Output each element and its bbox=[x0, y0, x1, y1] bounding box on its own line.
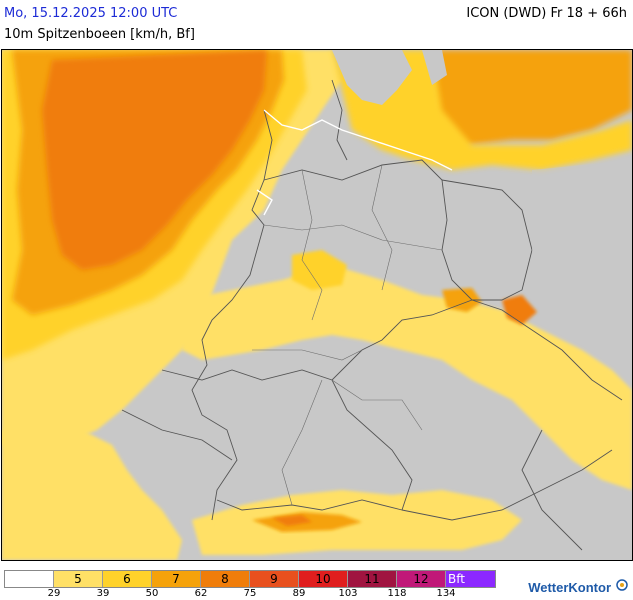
gust-zone-6-baltic-coast bbox=[332, 50, 632, 170]
legend-tick-label: 89 bbox=[292, 588, 306, 599]
brand-sun-icon bbox=[616, 579, 628, 591]
legend-segment: 8 bbox=[201, 571, 250, 587]
legend-segment: 7 bbox=[152, 571, 201, 587]
legend-tick-label: 75 bbox=[243, 588, 257, 599]
east-calm-land bbox=[532, 160, 632, 350]
brand-logo: WetterKontor bbox=[528, 580, 611, 595]
color-legend: 5 6 7 8 9 10 11 12 Bft bbox=[4, 570, 496, 588]
legend-tick-label: 103 bbox=[338, 588, 358, 599]
gust-map bbox=[1, 49, 633, 561]
legend-segment: 5 bbox=[54, 571, 103, 587]
legend-segment: 12 bbox=[397, 571, 446, 587]
legend-segment bbox=[5, 571, 54, 587]
scandinavia-land bbox=[332, 50, 412, 105]
gust-zone-6-harz bbox=[292, 250, 347, 290]
gust-zone-8-alps bbox=[272, 515, 312, 526]
legend-segment: 9 bbox=[250, 571, 299, 587]
legend-segment: 11 bbox=[348, 571, 397, 587]
gust-zone-7-erzgebirge bbox=[442, 288, 482, 312]
legend-tick-label: 39 bbox=[96, 588, 110, 599]
legend-segment: 6 bbox=[103, 571, 152, 587]
legend-tick-label: 62 bbox=[194, 588, 208, 599]
country-borders bbox=[121, 79, 623, 551]
parameter-label: 10m Spitzenboeen [km/h, Bf] bbox=[4, 27, 195, 42]
legend-segment: Bft bbox=[446, 571, 495, 587]
forecast-date: Mo, 15.12.2025 12:00 UTC bbox=[4, 6, 178, 21]
legend-tick-label: 29 bbox=[47, 588, 61, 599]
gust-zone-5-southwest bbox=[2, 430, 182, 560]
legend-tick-label: 118 bbox=[387, 588, 407, 599]
gust-map-canvas bbox=[2, 50, 632, 560]
legend-segment: 10 bbox=[299, 571, 348, 587]
gust-zone-8-northsea bbox=[42, 50, 267, 270]
legend-ticks: 29 39 50 62 75 89 103 118 134 bbox=[4, 588, 504, 600]
legend-tick-label: 50 bbox=[145, 588, 159, 599]
legend-tick-label: 134 bbox=[436, 588, 456, 599]
skandinavien-east-land bbox=[422, 50, 447, 85]
gust-zone-7-baltic bbox=[432, 50, 632, 150]
state-borders bbox=[252, 164, 443, 506]
model-run: ICON (DWD) Fr 18 + 66h bbox=[466, 6, 627, 21]
coastlines bbox=[256, 109, 453, 216]
gust-zone-8-sudeten bbox=[502, 295, 537, 325]
